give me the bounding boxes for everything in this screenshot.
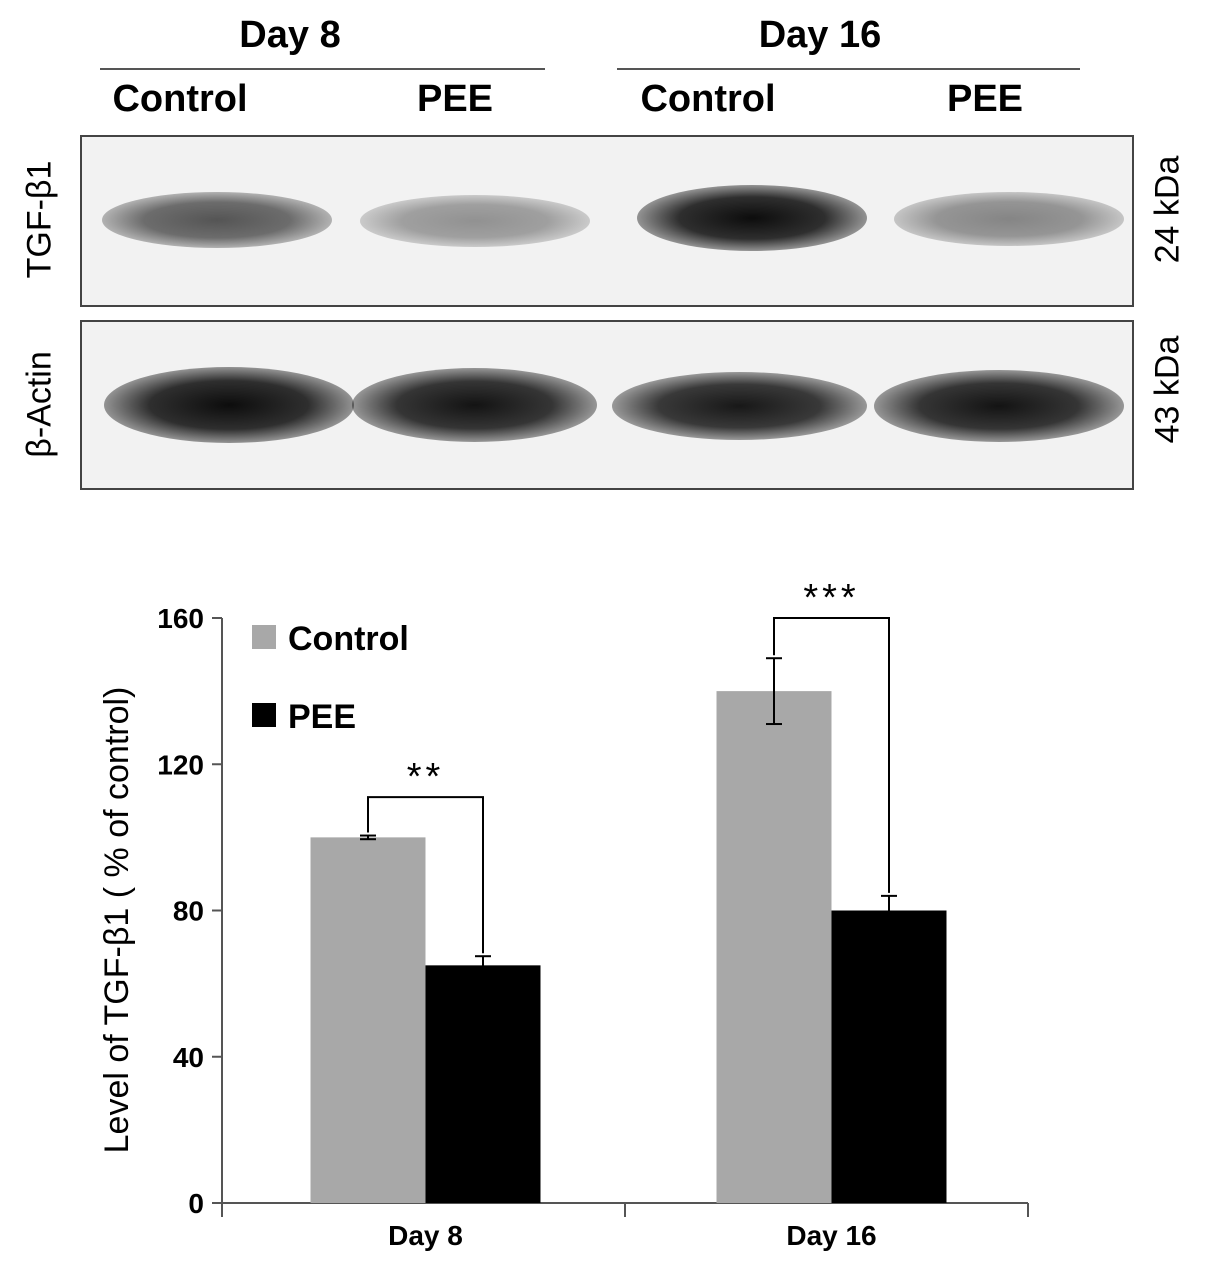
band-tgf-day16-pee (894, 192, 1124, 246)
bar-pee-day-8 (425, 965, 541, 1203)
blot-header-rule-day-8 (100, 68, 545, 70)
lane-label-day16-pee: PEE (946, 78, 1024, 120)
y-tick-label: 160 (157, 603, 204, 634)
band-actin-day8-control (104, 367, 354, 443)
lane-label-day8-pee: PEE (416, 78, 494, 120)
band-tgf-day8-control (102, 192, 332, 248)
legend-label-control: Control (288, 620, 409, 658)
legend-label-pee: PEE (288, 698, 356, 736)
blot-header-rule-day-16 (617, 68, 1080, 70)
significance-label: *** (803, 577, 859, 619)
significance-label: ** (407, 756, 445, 798)
y-tick-label: 0 (188, 1188, 204, 1219)
y-tick-label: 120 (157, 749, 204, 780)
legend-swatch-control (252, 625, 276, 649)
y-tick-label: 80 (173, 896, 204, 927)
band-actin-day16-control (612, 372, 867, 440)
bar-control-day-16 (716, 691, 832, 1203)
band-tgf-day8-pee (360, 195, 590, 247)
bar-pee-day-16 (831, 910, 947, 1203)
blot-header-day-8: Day 8 (239, 14, 341, 56)
x-tick-label: Day 8 (388, 1220, 463, 1251)
significance-bracket (367, 796, 484, 954)
band-actin-day8-pee (352, 368, 597, 442)
band-tgf-day16-control (637, 185, 867, 251)
lane-label-day16-control: Control (640, 78, 776, 120)
blot-panel-tgf-b1 (80, 135, 1134, 307)
x-tick-label: Day 16 (786, 1220, 876, 1251)
lane-label-day8-control: Control (112, 78, 248, 120)
bar-control-day-8 (310, 837, 426, 1203)
significance-bracket (773, 617, 890, 893)
y-tick-label: 40 (173, 1042, 204, 1073)
blot-panel-b-actin (80, 320, 1134, 490)
y-axis-title: Level of TGF-β1 ( % of control) (98, 687, 136, 1154)
legend-swatch-pee (252, 703, 276, 727)
band-actin-day16-pee (874, 370, 1124, 442)
blot-header-day-16: Day 16 (758, 14, 882, 56)
